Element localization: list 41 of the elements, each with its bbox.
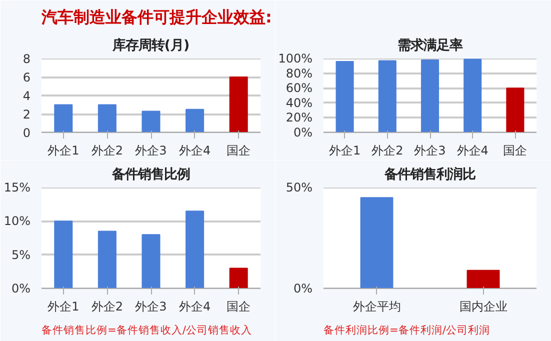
x-tick-label: 国企 (503, 144, 528, 158)
x-tick-label: 外企4 (178, 144, 211, 158)
y-tick-label: 2 (22, 108, 31, 122)
y-tick-label: 0% (293, 126, 313, 140)
chart-title: 库存周转(月) (111, 38, 190, 54)
y-tick-label: 4 (22, 89, 31, 103)
y-tick-label: 0% (293, 282, 313, 296)
x-tick-label: 国企 (226, 144, 251, 158)
x-tick-label: 外企3 (414, 144, 446, 158)
y-tick-label: 50% (286, 180, 312, 194)
x-tick-label: 外企4 (178, 300, 211, 314)
x-tick-label: 外企2 (372, 144, 404, 158)
y-tick-label: 8 (22, 52, 31, 66)
y-tick-label: 60% (286, 81, 312, 96)
x-tick-label: 国内企业 (459, 300, 508, 314)
x-tick-label: 外企1 (48, 300, 80, 314)
chart-title: 需求满足率 (398, 38, 462, 54)
y-tick-label: 6 (22, 70, 31, 84)
y-tick-label: 40% (286, 96, 312, 110)
text: 备件销售比例=备件销售收入/公司销售收入 (42, 324, 252, 336)
x-tick-label: 外企平均 (352, 300, 401, 314)
x-tick-label: 外企4 (456, 144, 488, 158)
y-tick-label: 80% (286, 66, 312, 80)
y-tick-label: 20% (286, 110, 312, 125)
y-tick-label: 100% (278, 52, 313, 66)
y-tick-label: 5% (11, 248, 31, 262)
x-tick-label: 外企3 (135, 300, 167, 314)
text: 汽车制造业备件可提升企业效益: (40, 8, 272, 26)
chart-title: 备件销售利润比 (384, 166, 476, 182)
chart-title: 备件销售比例 (111, 168, 190, 182)
text: 备件利润比例=备件利润/公司利润 (324, 324, 490, 336)
y-tick-label: 0 (22, 126, 31, 140)
x-tick-label: 外企1 (328, 144, 361, 158)
x-tick-label: 外企1 (48, 144, 80, 158)
x-tick-label: 外企2 (91, 144, 124, 158)
x-tick-label: 外企2 (91, 300, 124, 314)
x-tick-label: 国企 (226, 300, 251, 314)
x-tick-label: 外企3 (135, 144, 167, 158)
y-tick-label: 10% (4, 214, 30, 228)
y-tick-label: 0% (11, 282, 31, 296)
y-tick-label: 15% (4, 180, 30, 194)
